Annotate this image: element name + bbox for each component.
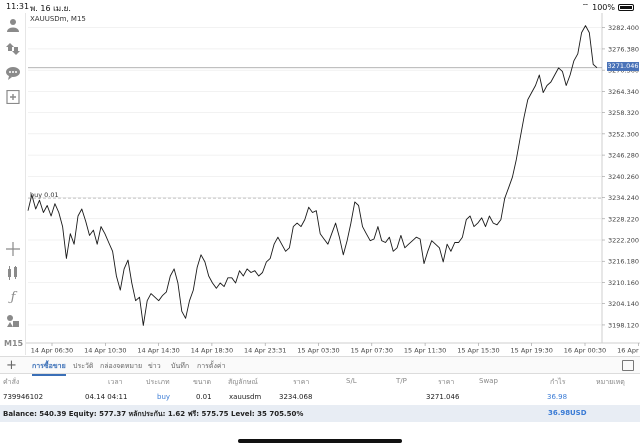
price-tick-label: 3264.340: [608, 88, 639, 96]
price-tick-label: 3204.140: [608, 300, 639, 308]
time-tick-label: 16 Apr 00:30: [564, 347, 606, 355]
time-tick-label: 14 Apr 18:30: [191, 347, 233, 355]
add-icon[interactable]: +: [6, 358, 17, 373]
col-order: คำสั่ง: [3, 378, 20, 386]
price-tick-label: 3246.280: [608, 152, 639, 160]
tab-mailbox[interactable]: กล่องจดหมาย: [100, 362, 143, 370]
tab-trade[interactable]: การซื้อขาย: [32, 362, 66, 376]
time-tick-label: 16 Apr 04:30: [617, 347, 640, 355]
time-tick-label: 15 Apr 03:30: [297, 347, 339, 355]
status-right: ⌔ 100%: [582, 2, 634, 12]
status-date: พ. 16 เม.ย.: [30, 4, 71, 13]
col-size: ขนาด: [193, 378, 212, 386]
table-row[interactable]: 739946102 04.14 04:11 buy 0.01 xauusdm 3…: [0, 391, 640, 405]
indicators-icon[interactable]: [5, 265, 21, 281]
status-time: 11:31: [6, 2, 30, 11]
chat-icon[interactable]: [5, 65, 21, 81]
current-price-tag: 3271.046: [607, 62, 639, 71]
time-tick-label: 14 Apr 10:30: [84, 347, 126, 355]
col-time: เวลา: [108, 378, 123, 386]
col-comment: หมายเหตุ: [596, 378, 625, 386]
left-toolbar: ƒ M15: [0, 13, 26, 355]
time-tick-label: 15 Apr 07:30: [351, 347, 393, 355]
time-tick-label: 15 Apr 19:30: [511, 347, 553, 355]
tab-settings[interactable]: การตั้งค่า: [197, 362, 226, 370]
price-tick-label: 3240.260: [608, 173, 639, 181]
price-tick-label: 3216.180: [608, 258, 639, 266]
price-tick-label: 3234.240: [608, 194, 639, 202]
wifi-icon: ⌔: [581, 2, 590, 11]
price-tick-label: 3210.160: [608, 279, 639, 287]
balance-summary: Balance: 540.39 Equity: 577.37 หลักประกั…: [0, 405, 640, 422]
battery-percent: 100%: [592, 2, 615, 12]
symbol-label: XAUUSDm, M15: [30, 15, 86, 23]
price-series-line: [27, 25, 598, 326]
crosshair-icon[interactable]: [5, 241, 21, 257]
col-open-price: ราคา: [293, 378, 310, 386]
tab-journal[interactable]: บันทึก: [171, 362, 190, 370]
cell-symbol: xauusdm: [229, 393, 262, 401]
objects-icon[interactable]: [5, 313, 21, 329]
price-tick-label: 3282.400: [608, 24, 639, 32]
cell-type: buy: [157, 393, 171, 401]
price-chart[interactable]: 3282.4003276.3803270.3603264.3403258.320…: [26, 13, 640, 355]
timeframe-label[interactable]: M15: [4, 339, 24, 348]
price-tick-label: 3258.320: [608, 109, 639, 117]
col-tp: T/P: [396, 377, 407, 385]
price-tick-label: 3276.380: [608, 45, 639, 53]
col-type: ประเภท: [146, 378, 170, 386]
time-tick-label: 15 Apr 11:30: [404, 347, 446, 355]
cell-order: 739946102: [3, 393, 44, 401]
trade-arrows-icon[interactable]: [5, 41, 21, 57]
tab-history[interactable]: ประวัติ: [73, 362, 94, 370]
price-tick-label: 3228.220: [608, 215, 639, 223]
bottom-tabs: + การซื้อขาย ประวัติ กล่องจดหมาย ข่าว บั…: [0, 356, 640, 376]
user-icon[interactable]: [5, 17, 21, 33]
time-tick-label: 14 Apr 23:31: [244, 347, 286, 355]
col-price: ราคา: [438, 378, 455, 386]
price-tick-label: 3198.120: [608, 321, 639, 329]
balance-text: Balance: 540.39 Equity: 577.37 หลักประกั…: [3, 410, 304, 418]
col-swap: Swap: [479, 377, 498, 385]
time-tick-label: 14 Apr 06:30: [31, 347, 73, 355]
table-header: คำสั่ง เวลา ประเภท ขนาด สัญลักษณ์ ราคา S…: [0, 375, 640, 389]
price-tick-label: 3222.200: [608, 237, 639, 245]
time-tick-label: 14 Apr 14:30: [137, 347, 179, 355]
col-symbol: สัญลักษณ์: [228, 378, 258, 386]
home-indicator[interactable]: [238, 439, 402, 443]
col-profit: กำไร: [550, 378, 566, 386]
currency-label: USD: [570, 409, 587, 417]
cell-size: 0.01: [196, 393, 212, 401]
cell-time: 04.14 04:11: [85, 393, 128, 401]
price-tick-label: 3252.300: [608, 130, 639, 138]
tab-news[interactable]: ข่าว: [148, 362, 161, 370]
total-profit: 36.98: [548, 409, 571, 417]
cell-price: 3271.046: [426, 393, 460, 401]
col-sl: S/L: [346, 377, 357, 385]
cell-open-price: 3234.068: [279, 393, 313, 401]
function-icon[interactable]: ƒ: [10, 289, 16, 305]
status-bar: 11:31 พ. 16 เม.ย. ⌔ 100%: [0, 0, 640, 13]
battery-icon: [618, 3, 634, 11]
cell-profit: 36.98: [547, 393, 568, 401]
add-chart-icon[interactable]: [5, 89, 21, 105]
chart-canvas[interactable]: 3282.4003276.3803270.3603264.3403258.320…: [26, 13, 640, 355]
order-label: buy 0.01: [30, 191, 59, 199]
window-icon[interactable]: [622, 360, 634, 371]
time-tick-label: 15 Apr 15:30: [457, 347, 499, 355]
